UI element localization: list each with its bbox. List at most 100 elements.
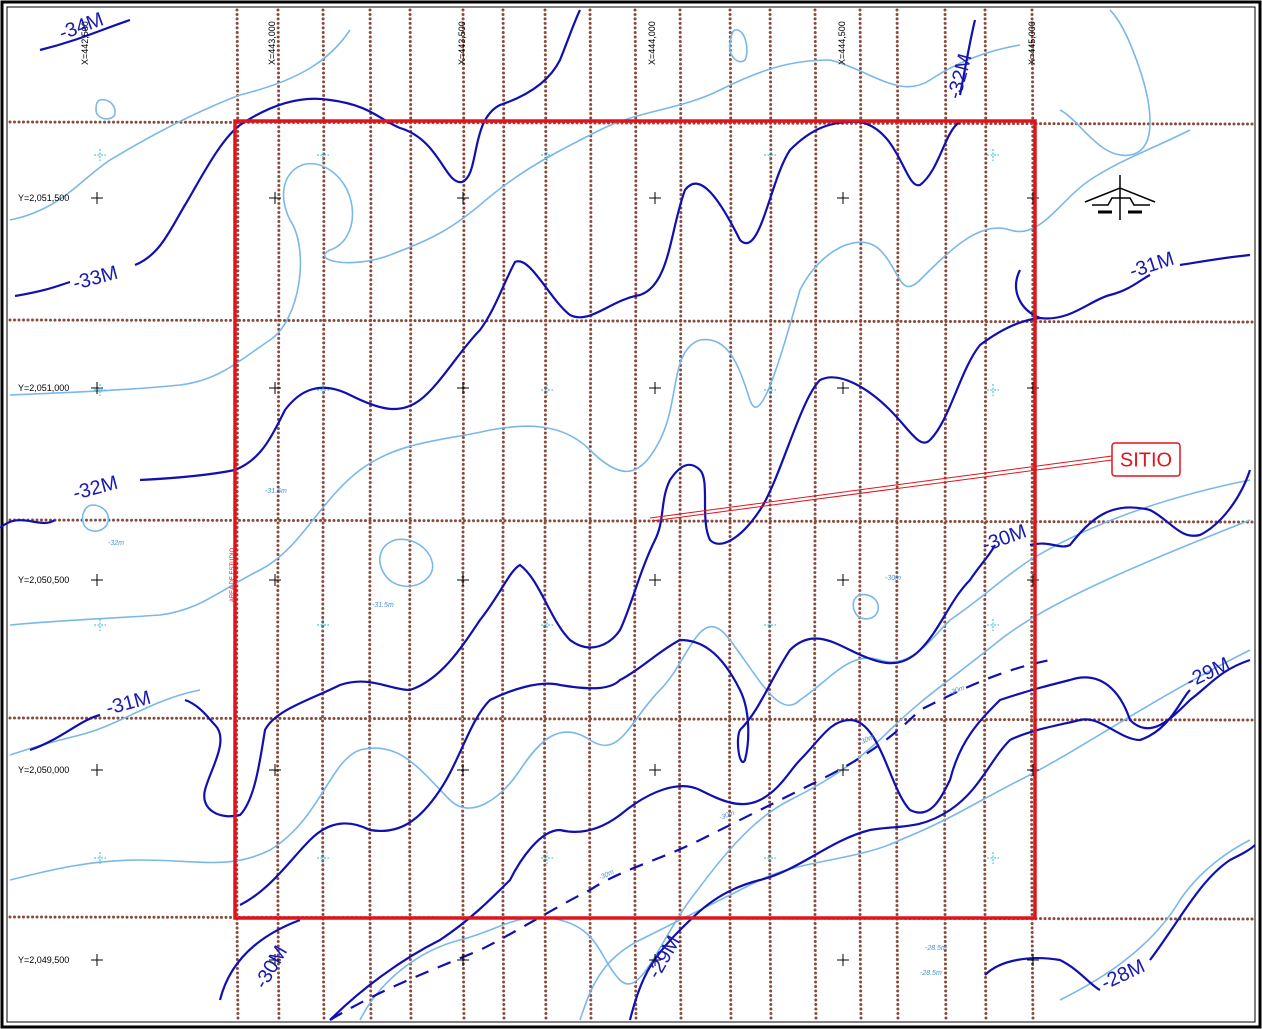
contour-label: -33M <box>71 262 121 295</box>
grid-cross <box>987 852 999 864</box>
contour-line <box>10 30 350 220</box>
grid-cross <box>837 192 849 204</box>
grid-cross <box>91 954 103 966</box>
survey-line <box>237 10 238 1020</box>
x-coordinate-label: X=445,000 <box>1027 21 1037 65</box>
y-coordinate-label: Y=2,051,000 <box>18 383 69 393</box>
survey-line <box>10 520 1252 522</box>
grid-cross <box>317 384 329 396</box>
y-coordinate-label: Y=2,050,500 <box>18 575 69 585</box>
grid-cross <box>457 764 469 776</box>
minor-contour-label: -30m <box>598 869 616 882</box>
contour-line <box>330 660 1050 1020</box>
survey-line <box>985 10 986 1020</box>
grid-cross <box>837 574 849 586</box>
contour-line <box>83 505 109 531</box>
grid-cross <box>91 764 103 776</box>
grid-cross <box>987 384 999 396</box>
contour-line <box>96 100 115 119</box>
contour-label: -30M <box>250 942 292 992</box>
contour-map: SITIO AREA DE ESTUDIO X=442,500X=443,000… <box>0 0 1262 1029</box>
site-label: SITIO <box>1120 449 1172 471</box>
map-shape <box>650 456 1112 518</box>
grid-cross <box>541 384 553 396</box>
area-label: AREA DE ESTUDIO <box>230 548 236 603</box>
survey-line <box>278 10 279 1020</box>
survey-line <box>503 10 504 1020</box>
grid-cross <box>987 619 999 631</box>
contour-line <box>10 480 1250 880</box>
minor-contour-label: -28.5m <box>920 970 942 977</box>
grid-cross <box>94 619 106 631</box>
contour-line <box>1085 175 1155 220</box>
contour-label: -29M <box>1183 653 1234 692</box>
contour-label: -29M <box>643 932 685 982</box>
grid-cross <box>317 852 329 864</box>
survey-line <box>545 10 546 1020</box>
survey-line <box>680 10 681 1020</box>
grid-cross <box>94 149 106 161</box>
contour-line <box>853 595 878 619</box>
contour-line <box>30 255 1250 816</box>
x-coordinate-label: X=443,000 <box>267 21 277 65</box>
grid-cross <box>1027 764 1039 776</box>
contour-label: -31M <box>1127 248 1177 283</box>
contour-line <box>10 130 1190 625</box>
grid-cross <box>649 382 661 394</box>
survey-line <box>730 10 731 1020</box>
grid-cross <box>317 619 329 631</box>
minor-contour-label: -30m <box>948 685 966 697</box>
survey-line <box>10 718 1252 720</box>
x-coordinate-label: X=444,500 <box>837 21 847 65</box>
contour-line <box>220 690 1190 1020</box>
grid-cross <box>649 192 661 204</box>
major-contours <box>0 10 1255 1020</box>
minor-contour-label: -30m <box>718 810 736 822</box>
contour-line <box>1060 10 1150 155</box>
grid-cross <box>987 149 999 161</box>
contour-label: -31M <box>104 687 154 720</box>
contour-line <box>380 539 433 586</box>
y-coordinate-label: Y=2,049,500 <box>18 955 69 965</box>
map-shape <box>652 460 1112 521</box>
x-coordinate-label: X=443,500 <box>457 21 467 65</box>
grid-cross <box>1027 382 1039 394</box>
grid-cross <box>457 382 469 394</box>
grid-cross <box>91 574 103 586</box>
grid-cross <box>269 574 281 586</box>
contour-label: -32M <box>71 472 121 505</box>
survey-line <box>815 10 816 1020</box>
survey-line <box>770 10 771 1020</box>
contour-line <box>730 30 747 62</box>
survey-line <box>945 10 946 1020</box>
x-coordinate-label: X=444,000 <box>647 21 657 65</box>
survey-line <box>323 10 324 1020</box>
grid-cross <box>541 619 553 631</box>
minor-contour-label: -32m <box>108 540 124 547</box>
survey-line <box>370 10 371 1020</box>
survey-line <box>590 10 591 1020</box>
contour-label: -30M <box>979 520 1029 556</box>
survey-line <box>410 10 411 1020</box>
grid-cross <box>1027 574 1039 586</box>
survey-line <box>897 10 898 1020</box>
grid-cross <box>649 764 661 776</box>
north-arrow <box>1085 175 1155 220</box>
grid-cross <box>269 764 281 776</box>
grid-cross <box>1027 954 1039 966</box>
grid-cross <box>649 574 661 586</box>
minor-contour-label: -30m <box>885 575 901 582</box>
grid-cross <box>457 574 469 586</box>
survey-line <box>10 320 1252 322</box>
contour-line <box>10 45 1020 395</box>
grid-cross <box>1027 192 1039 204</box>
contour-line <box>0 20 975 528</box>
grid-cross <box>91 382 103 394</box>
outer-frame <box>2 2 1260 1027</box>
y-coordinate-label: Y=2,050,000 <box>18 765 69 775</box>
minor-contour-label: -31.5m <box>265 488 287 495</box>
survey-line <box>860 10 861 1020</box>
contour-line <box>360 520 1250 1020</box>
grid-cross <box>837 382 849 394</box>
